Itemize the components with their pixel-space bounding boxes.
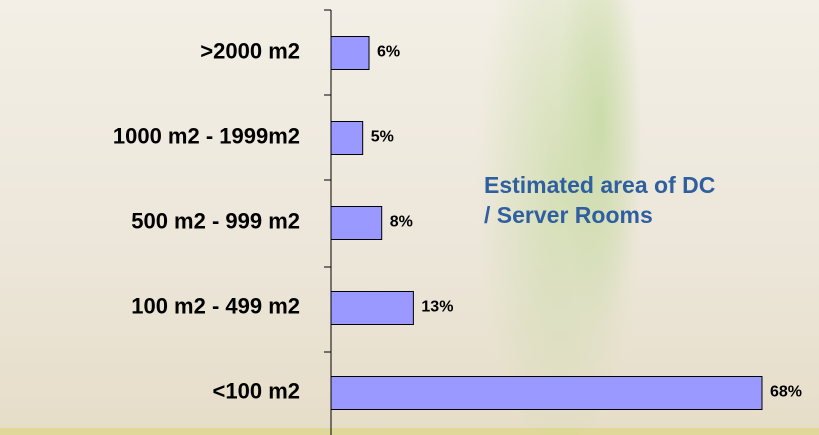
category-label: <100 m2 (213, 378, 300, 403)
bar (331, 377, 762, 410)
value-label: 13% (421, 299, 453, 316)
bar (331, 207, 382, 240)
bar (331, 122, 363, 155)
page: >2000 m2 6% 1000 m2 - 1999m2 5% 500 m2 - 999… (0, 0, 819, 435)
category-label: >2000 m2 (200, 38, 300, 63)
axis-ticks (324, 10, 331, 352)
ground-strip (0, 428, 819, 435)
value-label: 68% (770, 384, 802, 401)
value-label: 6% (377, 44, 400, 61)
category-label: 500 m2 - 999 m2 (131, 208, 300, 233)
category-label: 1000 m2 - 1999m2 (113, 123, 300, 148)
category-label: 100 m2 - 499 m2 (131, 293, 300, 318)
bar (331, 37, 369, 70)
value-label: 5% (371, 129, 394, 146)
chart-title: Estimated area of DC / Server Rooms (484, 170, 724, 230)
bar (331, 292, 413, 325)
value-label: 8% (390, 214, 413, 231)
